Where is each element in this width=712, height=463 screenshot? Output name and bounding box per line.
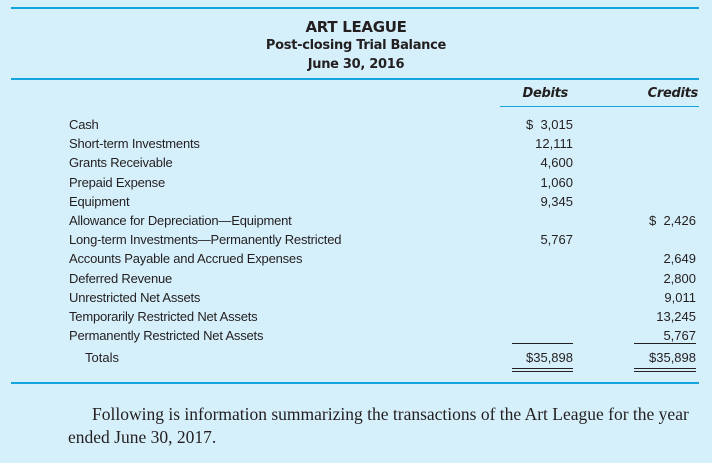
debit-double-underline [512, 368, 573, 372]
debit-amount: $ 3,015 [526, 117, 573, 132]
account-name: Equipment [69, 193, 130, 209]
account-name: Allowance for Depreciation—Equipment [69, 212, 292, 228]
credit-amount: 13,245 [656, 308, 696, 324]
credit-double-underline [634, 368, 696, 372]
account-name: Permanently Restricted Net Assets [69, 328, 264, 344]
credit-amount: $ 2,426 [649, 212, 696, 228]
credit-sum-line [634, 343, 696, 344]
table-row: Deferred Revenue 2,800 [0, 269, 712, 288]
debit-amount: 1,060 [540, 174, 573, 190]
totals-label: Totals [85, 350, 119, 365]
table-row: Allowance for Depreciation—Equipment $ 2… [0, 211, 712, 230]
account-name: Long-term Investments—Permanently Restri… [69, 232, 342, 248]
table-row: Grants Receivable 4,600 [0, 153, 712, 172]
credit-amount: 9,011 [664, 289, 696, 305]
account-name: Temporarily Restricted Net Assets [69, 308, 258, 324]
account-name: Grants Receivable [69, 155, 173, 171]
table-row: Temporarily Restricted Net Assets 13,245 [0, 307, 712, 326]
account-name: Accounts Payable and Accrued Expenses [69, 251, 303, 267]
table-row: Equipment 9,345 [0, 192, 712, 211]
table-row: Short-term Investments 12,111 [0, 134, 712, 153]
trial-balance-table: Cash $ 3,015 Short-term Investments 12,1… [0, 115, 712, 345]
body-paragraph: Following is information summarizing the… [68, 404, 689, 447]
account-name: Short-term Investments [69, 136, 200, 152]
header-rule [11, 78, 699, 80]
debit-amount: 4,600 [540, 155, 573, 171]
account-name: Prepaid Expense [69, 174, 166, 190]
debit-sum-line [512, 343, 573, 344]
table-row: Prepaid Expense 1,060 [0, 173, 712, 192]
account-name: Deferred Revenue [69, 270, 173, 286]
bottom-rule [11, 382, 699, 384]
account-name: Cash [69, 117, 99, 132]
table-row: Accounts Payable and Accrued Expenses 2,… [0, 249, 712, 268]
column-header-credits: Credits [647, 86, 699, 101]
credit-amount: 5,767 [663, 328, 696, 344]
total-debits: $35,898 [526, 350, 573, 365]
column-header-rule [500, 106, 699, 107]
debit-amount: 9,345 [540, 193, 573, 209]
statement-subtitle: Post-closing Trial Balance [265, 38, 447, 53]
table-row: Permanently Restricted Net Assets 5,767 [0, 326, 712, 345]
credit-amount: 2,800 [663, 270, 696, 286]
table-row: Unrestricted Net Assets 9,011 [0, 288, 712, 307]
table-row: Long-term Investments—Permanently Restri… [0, 230, 712, 249]
credit-amount: 2,649 [663, 251, 696, 267]
total-credits: $35,898 [649, 350, 696, 365]
column-header-debits: Debits [522, 86, 568, 101]
debit-amount: 5,767 [540, 232, 573, 248]
statement-date: June 30, 2016 [307, 57, 405, 72]
statement-title: ART LEAGUE [305, 18, 407, 36]
top-rule [11, 7, 699, 9]
table-row: Cash $ 3,015 [0, 115, 712, 134]
debit-amount: 12,111 [535, 136, 573, 152]
account-name: Unrestricted Net Assets [69, 289, 201, 305]
